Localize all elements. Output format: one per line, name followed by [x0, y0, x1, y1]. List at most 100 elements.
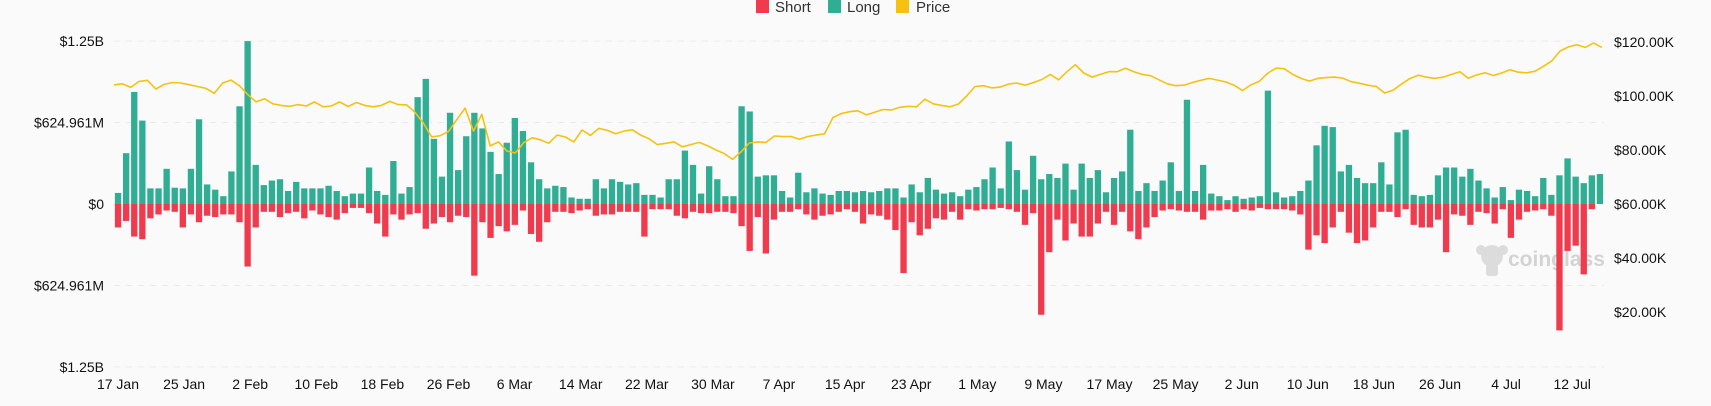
short-bar [1386, 204, 1393, 212]
long-bar [1070, 189, 1077, 204]
long-bar [228, 171, 235, 204]
x-tick-label: 25 May [1153, 376, 1199, 392]
long-bar [1523, 190, 1531, 204]
short-bar [1499, 204, 1506, 210]
long-bar [600, 188, 608, 204]
short-bar [1086, 204, 1093, 237]
long-bar [147, 188, 154, 204]
x-tick-label: 30 Mar [691, 376, 735, 392]
short-bar [932, 204, 940, 219]
long-bar [1248, 197, 1255, 204]
long-bar [1313, 145, 1320, 204]
long-bar [981, 179, 988, 204]
short-bar [463, 204, 470, 218]
short-bar [827, 204, 834, 215]
long-bar [131, 91, 138, 204]
long-bar [195, 119, 203, 204]
long-bar [1491, 197, 1498, 204]
long-bar [608, 179, 616, 204]
long-bar [1086, 177, 1093, 204]
short-bar [1402, 204, 1409, 210]
long-bar [1378, 162, 1385, 204]
long-bar [584, 198, 591, 204]
legend-label-long[interactable]: Long [847, 0, 880, 16]
long-bar [1442, 167, 1450, 204]
long-bar [851, 192, 859, 204]
short-bar [212, 204, 219, 218]
long-bar [811, 188, 818, 204]
long-bar [1078, 163, 1085, 204]
short-bar [1548, 204, 1555, 216]
long-bar [957, 196, 964, 204]
right-tick-label: $100.00K [1614, 88, 1675, 104]
short-bar [203, 204, 211, 216]
short-bar [122, 204, 130, 221]
long-bar [1515, 189, 1523, 204]
short-bar [867, 204, 875, 215]
long-bar [1418, 196, 1425, 204]
short-bar [1029, 204, 1037, 214]
long-bar [803, 192, 810, 204]
long-bar [754, 176, 761, 204]
legend-swatch-price[interactable] [896, 0, 909, 13]
short-bar [1475, 204, 1482, 212]
short-bar [1434, 204, 1442, 220]
short-bar [544, 204, 551, 223]
short-bar [1523, 204, 1531, 212]
short-bar [430, 204, 438, 224]
short-bar [835, 204, 842, 212]
short-bar [1507, 204, 1515, 238]
long-bar [722, 196, 729, 204]
short-bar [552, 204, 559, 212]
short-bar [762, 204, 770, 254]
short-bar [268, 204, 276, 212]
short-bar [876, 204, 883, 216]
short-bar [697, 204, 705, 214]
long-bar [819, 193, 826, 204]
long-bar [1102, 192, 1110, 204]
short-bar [665, 204, 672, 210]
long-bar [341, 196, 348, 204]
x-tick-label: 17 Jan [97, 376, 139, 392]
long-bar [1297, 190, 1304, 204]
long-bar [843, 190, 851, 204]
long-bar [714, 179, 721, 204]
long-bar [706, 166, 713, 204]
short-bar [357, 204, 365, 208]
short-bar [446, 204, 454, 223]
long-bar [535, 179, 543, 204]
long-bar [1580, 183, 1587, 204]
short-bar [147, 204, 154, 219]
short-bar [171, 204, 178, 212]
long-bar [365, 167, 373, 204]
short-bar [1345, 204, 1353, 233]
long-bar [284, 190, 292, 204]
long-bar [795, 172, 802, 204]
long-bar [1467, 168, 1474, 204]
short-bar [1353, 204, 1361, 244]
long-bar [1110, 177, 1118, 204]
short-bar [1361, 204, 1369, 241]
short-bar [1410, 204, 1417, 225]
short-bar [398, 204, 405, 220]
short-bar [276, 204, 284, 218]
legend-swatch-long[interactable] [828, 0, 841, 13]
short-bar [333, 204, 340, 220]
short-bar [1046, 204, 1053, 253]
short-bar [479, 204, 486, 223]
long-bar [1264, 90, 1272, 204]
short-bar [244, 204, 251, 267]
short-bar [1580, 204, 1587, 275]
short-bar [1151, 204, 1158, 218]
long-bar [1353, 177, 1361, 204]
legend-label-price[interactable]: Price [916, 0, 950, 16]
legend-label-short[interactable]: Short [775, 0, 812, 16]
long-bar [463, 136, 470, 204]
long-bar [673, 179, 680, 204]
long-bar [430, 138, 438, 204]
legend-swatch-short[interactable] [756, 0, 769, 13]
long-bar [471, 112, 478, 204]
long-bar [163, 168, 170, 204]
long-bar [293, 181, 300, 204]
